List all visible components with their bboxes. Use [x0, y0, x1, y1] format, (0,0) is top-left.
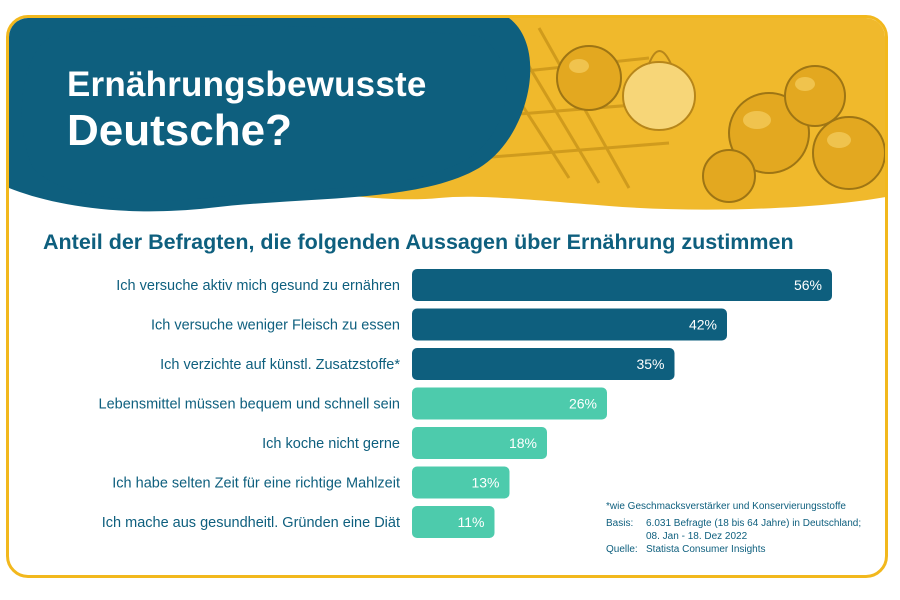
source-row: Quelle: Statista Consumer Insights	[606, 543, 866, 556]
basis-text: 6.031 Befragte (18 bis 64 Jahre) in Deut…	[646, 518, 862, 542]
category-label: Ich mache aus gesundheitl. Gründen eine …	[102, 515, 400, 531]
page-title: Ernährungsbewusste Deutsche?	[67, 64, 427, 156]
bar	[412, 466, 510, 499]
category-label: Ich habe selten Zeit für eine richtige M…	[112, 476, 400, 492]
category-label: Ich versuche aktiv mich gesund zu ernähr…	[116, 278, 400, 294]
basis-row: Basis: 6.031 Befragte (18 bis 64 Jahre) …	[606, 517, 866, 543]
header-illustration	[9, 18, 885, 212]
value-label: 11%	[458, 514, 485, 530]
category-label: Lebensmittel müssen bequem und schnell s…	[99, 397, 400, 413]
basis-label: Basis:	[606, 518, 634, 529]
category-label: Ich koche nicht gerne	[262, 436, 400, 452]
bar	[412, 348, 675, 380]
bar	[412, 269, 832, 301]
category-label: Ich versuche weniger Fleisch zu essen	[151, 318, 400, 334]
value-label: 56%	[794, 277, 822, 293]
bar	[412, 387, 607, 420]
bar	[412, 308, 727, 341]
value-label: 42%	[689, 317, 717, 333]
bar	[412, 506, 495, 538]
title-line-2: Deutsche?	[67, 106, 292, 155]
source-label: Quelle:	[606, 544, 638, 555]
footnote: *wie Geschmacksverstärker und Konservier…	[606, 501, 846, 512]
bar-chart: Ich versuche aktiv mich gesund zu ernähr…	[99, 269, 832, 538]
value-label: 13%	[471, 475, 499, 491]
bar	[412, 427, 547, 459]
source-text: Statista Consumer Insights	[646, 544, 766, 555]
category-label: Ich verzichte auf künstl. Zusatzstoffe*	[160, 357, 400, 373]
value-label: 35%	[636, 356, 664, 372]
value-label: 18%	[509, 435, 537, 451]
title-line-1: Ernährungsbewusste	[67, 65, 427, 104]
chart-notes: *wie Geschmacksverstärker und Konservier…	[606, 500, 866, 556]
value-label: 26%	[569, 396, 597, 412]
chart-subtitle: Anteil der Befragten, die folgenden Auss…	[43, 230, 794, 254]
infographic-card: Ernährungsbewusste Deutsche? Anteil der …	[6, 15, 888, 578]
